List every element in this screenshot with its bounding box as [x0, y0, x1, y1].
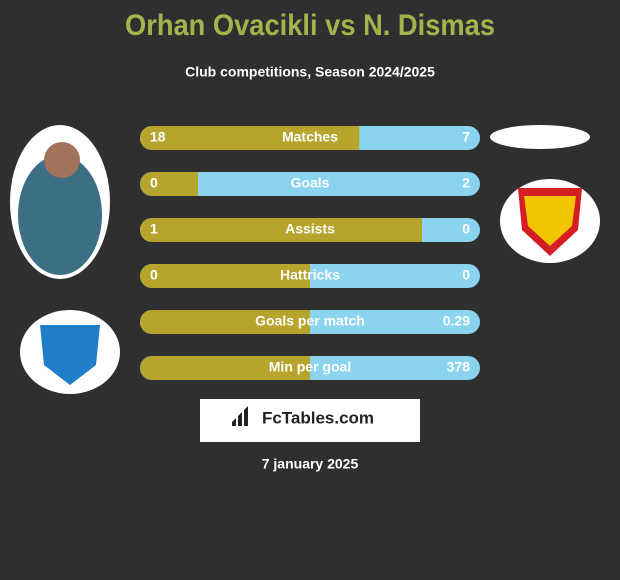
date: 7 january 2025 — [262, 456, 359, 472]
bar-left — [140, 310, 310, 334]
left-value: 0 — [150, 267, 158, 283]
bar-left — [140, 126, 360, 150]
bar-left — [140, 172, 198, 196]
club-crest-left — [40, 325, 100, 385]
bar-left — [140, 264, 310, 288]
row-label: Assists — [285, 221, 335, 237]
right-value: 7 — [462, 129, 470, 145]
right-value: 0.29 — [443, 313, 470, 329]
right-value: 0 — [462, 221, 470, 237]
right-value: 2 — [462, 175, 470, 191]
player-face — [44, 142, 80, 178]
row-label: Hattricks — [280, 267, 340, 283]
left-value: 1 — [150, 221, 158, 237]
row-label: Goals per match — [255, 313, 365, 329]
player-shirt — [18, 155, 102, 275]
right-value: 378 — [447, 359, 471, 375]
brand-icon — [232, 406, 248, 426]
row-label: Goals — [291, 175, 330, 191]
player-photo-right — [490, 125, 590, 149]
brand-box — [200, 399, 420, 442]
row-label: Min per goal — [269, 359, 351, 375]
brand: FcTables.com — [262, 408, 374, 427]
left-value: 18 — [150, 129, 166, 145]
bar-left — [140, 218, 422, 242]
row-label: Matches — [282, 129, 338, 145]
bar-left — [140, 356, 310, 380]
left-value: 0 — [150, 175, 158, 191]
title: Orhan Ovacikli vs N. Dismas — [125, 9, 495, 42]
subtitle: Club competitions, Season 2024/2025 — [185, 64, 435, 80]
right-value: 0 — [462, 267, 470, 283]
club-crest-inner — [524, 196, 576, 246]
